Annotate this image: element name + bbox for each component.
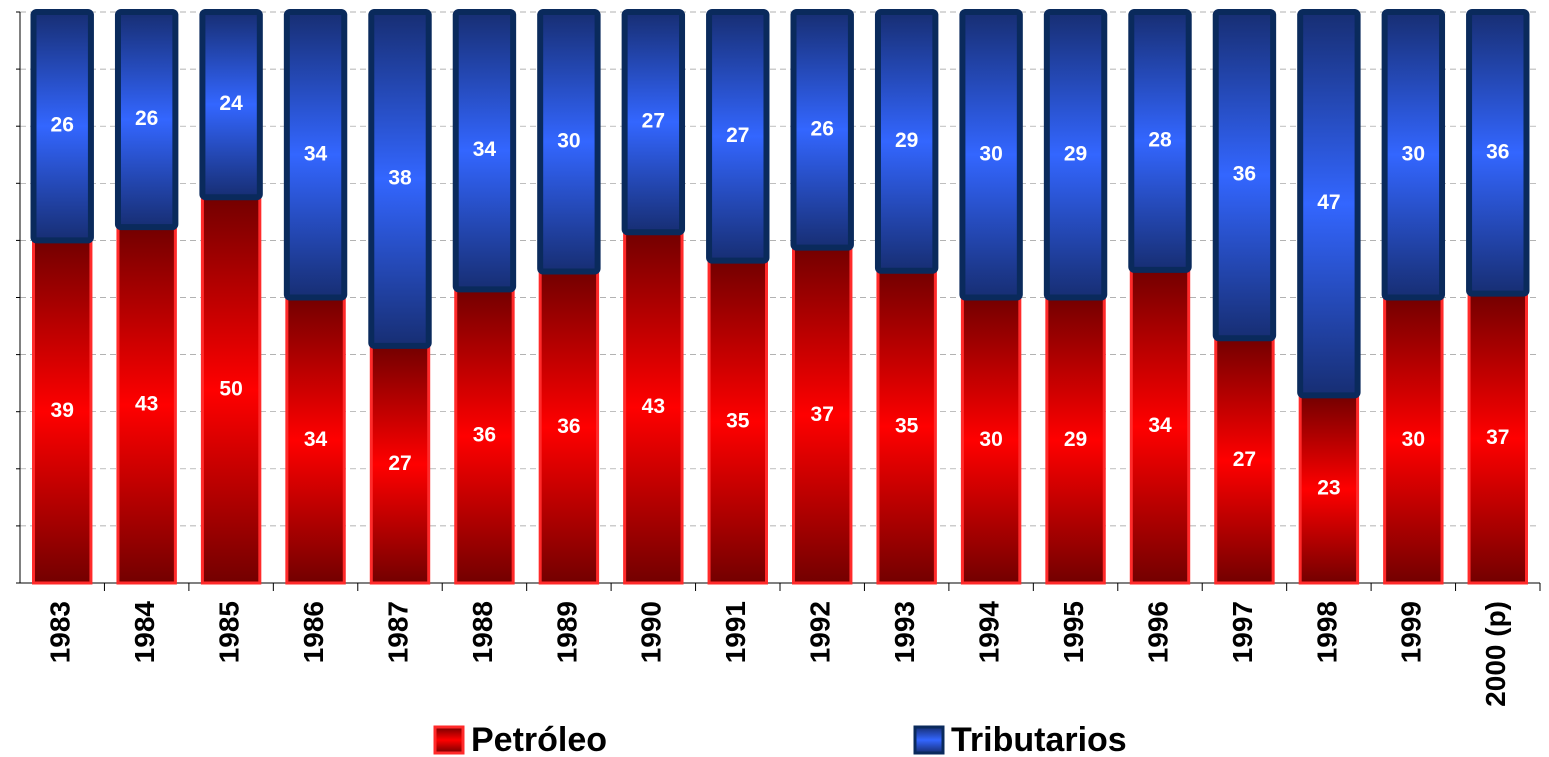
- data-label: 27: [1233, 448, 1256, 471]
- x-tick-label: 1998: [1311, 601, 1342, 663]
- data-label: 37: [811, 403, 834, 426]
- legend-label: Tributarios: [951, 721, 1127, 757]
- bar-segment: [537, 9, 601, 275]
- x-tick-label: 1985: [214, 601, 245, 663]
- bar-segment: [1381, 9, 1446, 301]
- data-label: 36: [1233, 163, 1256, 186]
- data-label: 30: [979, 428, 1002, 451]
- data-label: 50: [219, 378, 242, 401]
- bar-segment: [960, 296, 1022, 585]
- data-label: 29: [895, 129, 918, 152]
- bar-segment: [1297, 9, 1361, 399]
- data-label: 26: [51, 114, 74, 137]
- data-label: 23: [1317, 477, 1340, 500]
- data-label: 26: [811, 117, 834, 140]
- x-tick-label: 1990: [636, 601, 667, 663]
- data-label: 24: [219, 92, 243, 115]
- x-tick-label: 1984: [129, 601, 160, 664]
- bar-segment: [538, 270, 600, 585]
- bar-segment: [1129, 268, 1191, 585]
- data-label: 30: [1402, 142, 1425, 165]
- x-tick-label: 1992: [805, 601, 836, 663]
- bar-segment: [32, 238, 93, 585]
- data-label: 26: [135, 107, 158, 130]
- x-tick-label: 1983: [45, 601, 76, 663]
- x-tick-label: 1991: [720, 601, 751, 663]
- x-tick-label: 2000 (p): [1480, 601, 1511, 707]
- bar-segment: [1128, 9, 1192, 273]
- bar-segment: [200, 195, 262, 585]
- bar-segment: [1212, 9, 1277, 342]
- data-label: 29: [1064, 142, 1087, 165]
- bar-segment: [1466, 9, 1530, 297]
- bar-segment: [792, 246, 853, 585]
- legend-swatch: [913, 725, 945, 755]
- data-label: 29: [1064, 428, 1087, 451]
- bar-segment: [1043, 9, 1108, 301]
- data-label: 30: [979, 142, 1002, 165]
- bar-segment: [454, 287, 515, 585]
- x-tick-label: 1999: [1396, 601, 1427, 663]
- x-tick-label: 1987: [382, 601, 413, 663]
- data-label: 35: [895, 414, 919, 437]
- bar-segment: [621, 9, 686, 236]
- data-label: 34: [304, 428, 328, 451]
- bar-segment: [1045, 296, 1106, 585]
- bar-segment: [959, 9, 1023, 301]
- data-label: 36: [473, 424, 496, 447]
- bar-segment: [30, 9, 94, 244]
- bar-segment: [285, 296, 346, 585]
- data-label: 34: [304, 142, 328, 165]
- x-tick-label: 1988: [467, 601, 498, 663]
- bar-segment: [199, 9, 263, 201]
- x-tick-label: 1996: [1142, 601, 1173, 663]
- data-label: 43: [642, 395, 665, 418]
- data-label: 35: [726, 409, 750, 432]
- x-tick-label: 1997: [1227, 601, 1258, 663]
- data-label: 36: [1486, 140, 1509, 163]
- bar-segment: [369, 344, 431, 585]
- data-label: 47: [1317, 191, 1340, 214]
- data-label: 27: [642, 110, 665, 133]
- bar-segment: [874, 9, 939, 274]
- bar-segment: [283, 9, 348, 301]
- data-label: 27: [726, 124, 749, 147]
- x-tick-label: 1993: [889, 601, 920, 663]
- legend-swatch: [433, 725, 465, 755]
- x-tick-label: 1995: [1058, 601, 1089, 663]
- data-label: 34: [473, 138, 497, 161]
- x-tick-label: 1994: [974, 601, 1005, 664]
- data-label: 37: [1486, 426, 1509, 449]
- bar-segment: [452, 9, 517, 293]
- bar-segment: [1467, 292, 1528, 585]
- bar-segment: [790, 9, 854, 251]
- data-label: 27: [388, 452, 411, 475]
- data-label: 38: [388, 166, 412, 189]
- data-label: 34: [1148, 414, 1172, 437]
- data-label: 30: [557, 129, 580, 152]
- data-label: 30: [1402, 428, 1425, 451]
- x-tick-label: 1986: [298, 601, 329, 663]
- legend-label: Petróleo: [471, 721, 607, 757]
- x-tick-label: 1989: [551, 601, 582, 663]
- data-label: 39: [51, 399, 74, 422]
- data-label: 43: [135, 393, 158, 416]
- data-label: 36: [557, 415, 580, 438]
- bar-segment: [706, 9, 770, 264]
- data-label: 28: [1148, 128, 1172, 151]
- bar-segment: [114, 9, 179, 231]
- bar-segment: [1298, 393, 1360, 585]
- bar-segment: [368, 9, 432, 349]
